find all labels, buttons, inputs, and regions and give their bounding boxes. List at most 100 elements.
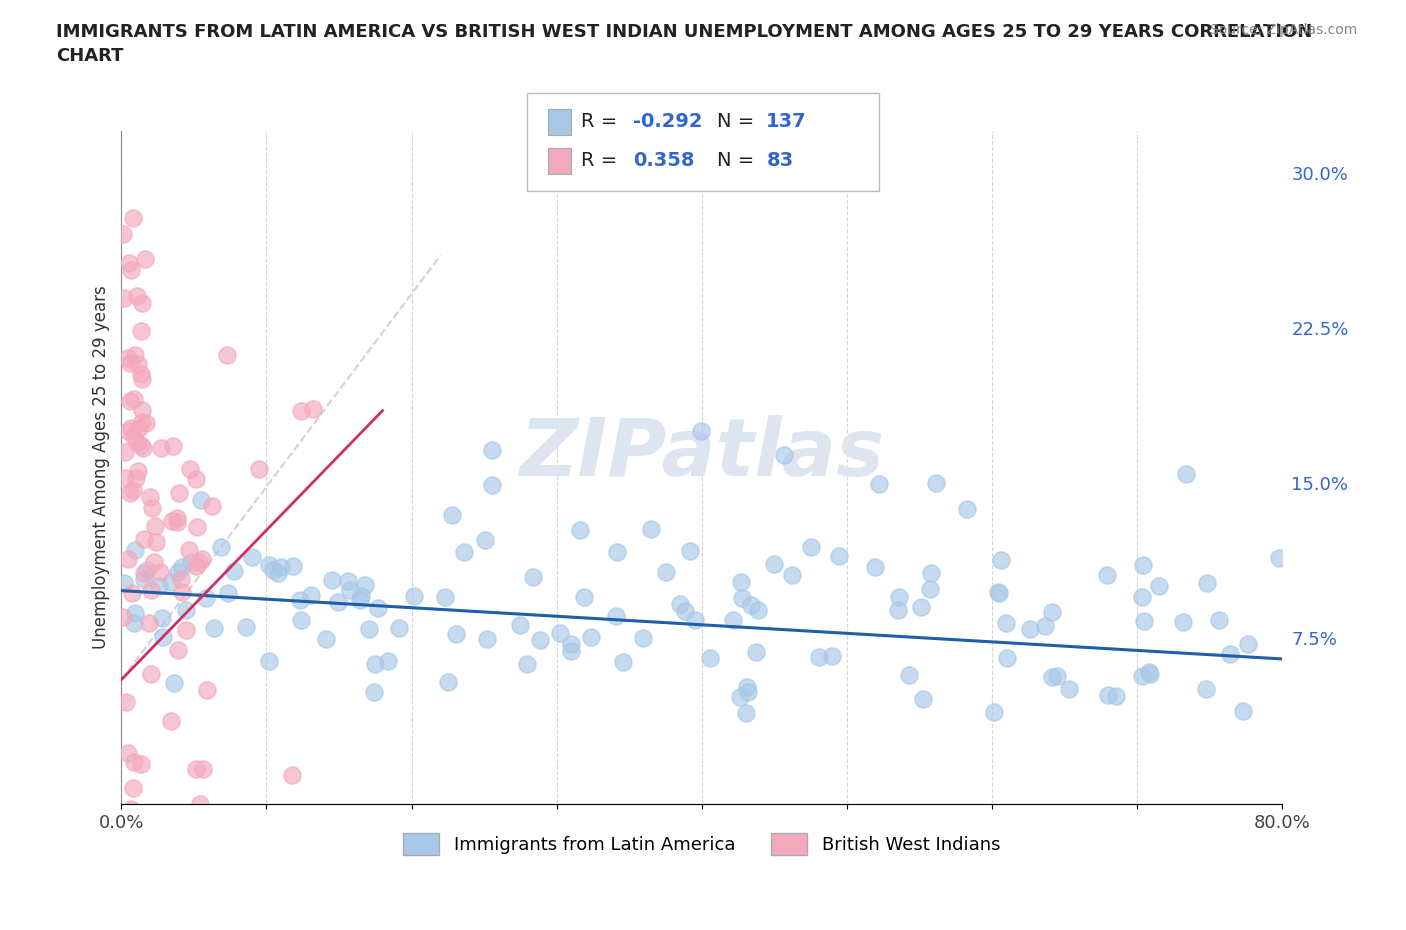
Text: ZIPatlas: ZIPatlas (519, 415, 884, 493)
Point (920, 581, 942, 596)
Point (728, 690, 751, 705)
Point (367, 600, 389, 615)
Point (193, 762, 215, 777)
Text: -0.292: -0.292 (633, 113, 702, 131)
Point (188, 554, 211, 569)
Point (302, 402, 325, 417)
Point (735, 680, 758, 695)
Point (1175, 467, 1198, 482)
Point (190, 551, 212, 566)
Point (1219, 646, 1241, 661)
Point (201, 498, 224, 513)
Point (434, 590, 457, 604)
Point (117, 746, 139, 761)
Point (640, 522, 662, 537)
Point (131, 372, 153, 387)
Point (115, 695, 138, 710)
Point (863, 560, 886, 575)
Point (162, 438, 184, 453)
Point (124, 471, 146, 485)
Point (131, 441, 153, 456)
Point (138, 616, 160, 631)
Point (135, 416, 157, 431)
Point (441, 508, 464, 523)
Point (184, 762, 207, 777)
Point (560, 644, 582, 658)
Point (190, 492, 212, 507)
Point (522, 570, 544, 585)
Point (174, 622, 197, 637)
Point (267, 565, 290, 580)
Point (124, 542, 146, 557)
Point (125, 436, 148, 451)
Point (328, 594, 350, 609)
Point (773, 448, 796, 463)
Point (481, 477, 503, 492)
Point (364, 657, 387, 671)
Text: N =: N = (717, 152, 754, 170)
Point (117, 423, 139, 438)
Point (699, 650, 721, 665)
Point (436, 674, 458, 689)
Point (605, 609, 627, 624)
Point (118, 393, 141, 408)
Point (111, 227, 134, 242)
Point (983, 705, 1005, 720)
Point (139, 667, 162, 682)
Point (259, 557, 281, 572)
Point (579, 629, 602, 644)
Point (1137, 664, 1160, 679)
Point (745, 644, 768, 659)
Point (160, 575, 183, 590)
Point (780, 567, 803, 582)
Point (120, 356, 142, 371)
Point (1173, 614, 1195, 629)
Point (1237, 637, 1260, 652)
Legend: Immigrants from Latin America, British West Indians: Immigrants from Latin America, British W… (404, 833, 1000, 856)
Point (186, 520, 208, 535)
Point (122, 429, 145, 444)
Point (167, 643, 190, 658)
Point (222, 564, 245, 578)
Point (122, 755, 145, 770)
Point (179, 461, 201, 476)
Point (247, 461, 270, 476)
Point (606, 544, 628, 559)
Point (162, 513, 184, 528)
Point (315, 631, 337, 646)
Point (655, 565, 678, 579)
Point (290, 613, 312, 628)
Point (730, 575, 752, 590)
Point (887, 603, 910, 618)
Point (188, 796, 211, 811)
Point (170, 585, 193, 600)
Point (673, 604, 696, 618)
Text: R =: R = (581, 152, 617, 170)
Point (337, 574, 360, 589)
Point (270, 560, 292, 575)
Point (1197, 576, 1219, 591)
Point (1097, 687, 1119, 702)
Point (925, 475, 948, 490)
Point (290, 404, 312, 418)
Point (299, 587, 322, 602)
Point (136, 563, 159, 578)
Point (740, 598, 762, 613)
Point (124, 348, 146, 363)
Point (1105, 689, 1128, 704)
Point (262, 563, 284, 578)
Point (132, 531, 155, 546)
Point (288, 592, 311, 607)
Point (988, 586, 1011, 601)
Point (1133, 614, 1156, 629)
Point (121, 585, 143, 600)
Point (377, 653, 399, 668)
Point (131, 295, 153, 310)
Point (235, 619, 257, 634)
Point (281, 768, 304, 783)
Point (159, 713, 181, 728)
Text: 83: 83 (766, 152, 793, 170)
Point (149, 565, 172, 579)
Point (1040, 670, 1063, 684)
Point (444, 627, 467, 642)
